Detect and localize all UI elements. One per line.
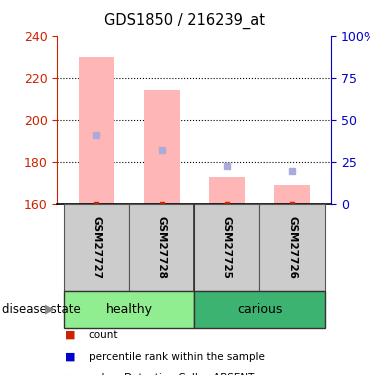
Text: ■: ■ <box>65 352 75 362</box>
Text: disease state: disease state <box>2 303 81 316</box>
Text: ■: ■ <box>65 374 75 375</box>
Text: GSM27726: GSM27726 <box>287 216 297 279</box>
Bar <box>209 177 245 204</box>
Text: ■: ■ <box>65 330 75 340</box>
Bar <box>144 90 179 204</box>
Text: count: count <box>89 330 118 340</box>
Text: healthy: healthy <box>105 303 152 316</box>
Bar <box>259 204 324 291</box>
Bar <box>78 57 114 204</box>
Bar <box>129 204 194 291</box>
Text: ▶: ▶ <box>45 303 55 316</box>
Text: GSM27725: GSM27725 <box>222 216 232 279</box>
Text: GSM27728: GSM27728 <box>157 216 166 279</box>
Bar <box>64 204 129 291</box>
Text: GSM27727: GSM27727 <box>91 216 101 279</box>
Text: percentile rank within the sample: percentile rank within the sample <box>89 352 265 362</box>
Text: value, Detection Call = ABSENT: value, Detection Call = ABSENT <box>89 374 254 375</box>
Text: GDS1850 / 216239_at: GDS1850 / 216239_at <box>104 13 266 29</box>
Bar <box>194 204 259 291</box>
Text: carious: carious <box>237 303 282 316</box>
Bar <box>64 291 194 328</box>
Bar <box>194 291 324 328</box>
Bar <box>274 185 310 204</box>
